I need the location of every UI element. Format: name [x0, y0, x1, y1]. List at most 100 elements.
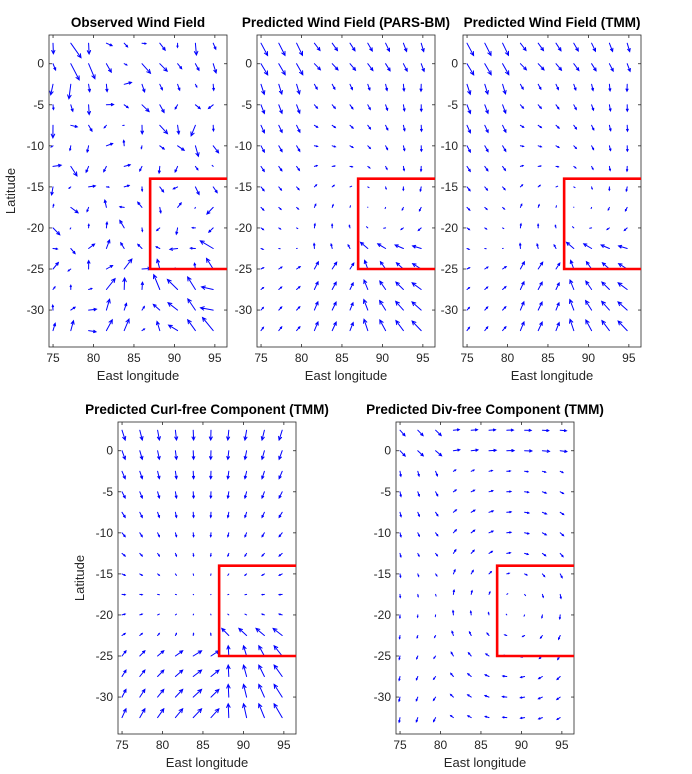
wind-arrow: [174, 165, 179, 174]
wind-arrow: [261, 450, 265, 461]
y-tick-label: -30: [96, 690, 114, 704]
x-tick-label: 95: [555, 738, 569, 752]
wind-arrow: [555, 281, 560, 290]
wind-arrow: [541, 614, 543, 619]
wind-arrow: [573, 42, 579, 52]
arrow-layer: [260, 42, 425, 332]
wind-arrow: [121, 573, 127, 576]
wind-arrow: [174, 707, 184, 719]
wind-arrow: [466, 63, 475, 76]
wind-arrow: [608, 124, 612, 132]
wind-arrow: [50, 145, 54, 148]
wind-arrow: [159, 206, 162, 214]
wind-arrow: [140, 281, 144, 290]
wind-arrow: [399, 429, 406, 437]
wind-arrow: [238, 627, 248, 636]
wind-arrow: [519, 696, 526, 699]
wind-arrow: [411, 301, 422, 311]
wind-arrow: [261, 491, 265, 500]
wind-arrow: [86, 206, 90, 213]
wind-arrow: [296, 227, 299, 230]
wind-arrow: [569, 259, 575, 270]
wind-arrow: [139, 613, 144, 616]
wind-arrow: [591, 124, 595, 131]
wind-arrow: [484, 83, 489, 96]
arrow-layer: [49, 42, 220, 334]
wind-arrow: [157, 552, 160, 558]
wind-arrow: [349, 104, 354, 110]
wind-arrow: [244, 511, 248, 519]
wind-arrow: [519, 63, 528, 71]
wind-arrow: [70, 63, 80, 81]
wind-arrow: [105, 103, 115, 107]
wind-arrow: [121, 511, 126, 519]
wind-arrow: [488, 530, 495, 534]
wind-arrow: [537, 63, 545, 71]
wind-arrow: [484, 286, 489, 290]
wind-arrow: [210, 707, 220, 719]
y-tick-label: -20: [96, 608, 114, 622]
wind-arrow: [157, 532, 160, 538]
wind-arrow: [186, 276, 196, 290]
y-tick-label: -25: [96, 649, 114, 663]
wind-arrow: [176, 124, 181, 136]
y-tick-label: 0: [384, 444, 391, 458]
y-tick-label: -10: [96, 526, 114, 540]
wind-arrow: [278, 552, 283, 557]
wind-arrow: [194, 83, 198, 89]
wind-arrow: [52, 285, 56, 290]
wind-arrow: [591, 63, 597, 72]
wind-arrow: [452, 528, 458, 534]
wind-arrow: [174, 573, 177, 576]
wind-arrow: [449, 714, 454, 719]
wind-arrow: [591, 145, 595, 151]
wind-arrow: [435, 573, 438, 577]
wind-arrow: [123, 104, 130, 109]
wind-arrow: [488, 590, 491, 595]
wind-arrow: [278, 266, 283, 270]
wind-arrow: [51, 303, 55, 311]
wind-arrow: [573, 165, 577, 169]
wind-arrow: [607, 206, 610, 212]
y-tick-label: -5: [33, 98, 44, 112]
wind-arrow: [524, 552, 530, 556]
wind-arrow: [590, 206, 593, 210]
wind-arrow: [121, 429, 127, 442]
wind-arrow: [484, 145, 489, 153]
wind-arrow: [466, 42, 475, 57]
wind-arrow: [435, 593, 437, 597]
wind-arrow: [139, 593, 144, 596]
wind-arrow: [519, 124, 525, 128]
wind-arrow: [139, 552, 144, 557]
wind-arrow: [558, 614, 561, 621]
wind-arrow: [537, 261, 544, 270]
wind-arrow: [105, 318, 113, 332]
wind-arrow: [349, 63, 357, 72]
wind-arrow: [331, 104, 337, 110]
wind-arrow: [260, 429, 265, 442]
wind-arrow: [313, 164, 319, 167]
wind-arrow: [385, 104, 389, 112]
wind-arrow: [524, 573, 529, 576]
x-tick-label: 80: [501, 351, 515, 365]
wind-arrow: [347, 243, 351, 249]
wind-arrow: [159, 186, 165, 193]
wind-arrow: [466, 672, 472, 677]
wind-arrow: [52, 261, 60, 270]
wind-arrow: [582, 243, 593, 249]
wind-arrow: [519, 203, 523, 208]
wind-arrow: [399, 470, 402, 478]
wind-arrow: [411, 320, 422, 332]
wind-arrow: [420, 42, 425, 53]
wind-arrow: [139, 669, 146, 677]
wind-arrow: [105, 42, 114, 47]
wind-arrow: [157, 669, 165, 677]
wind-arrow: [553, 243, 557, 249]
wind-arrow: [123, 81, 133, 85]
wind-arrow: [209, 491, 213, 500]
wind-arrow: [555, 42, 562, 52]
wind-arrow: [591, 186, 593, 191]
wind-arrow: [573, 83, 577, 92]
wind-arrow: [452, 489, 458, 493]
